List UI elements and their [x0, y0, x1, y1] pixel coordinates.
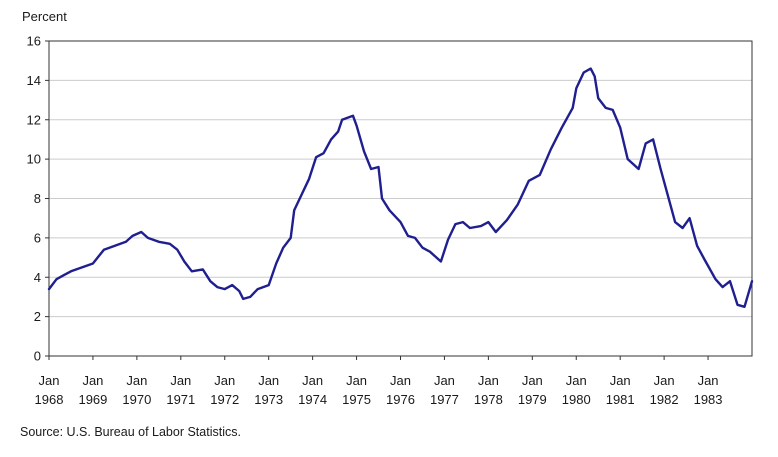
x-tick-label-month: Jan	[654, 373, 675, 388]
series-line	[47, 67, 754, 308]
x-tick-label-month: Jan	[566, 373, 587, 388]
x-tick-label-month: Jan	[390, 373, 411, 388]
x-tick-label-year: 1973	[254, 392, 283, 407]
source-note: Source: U.S. Bureau of Labor Statistics.	[20, 425, 241, 439]
x-tick-label-month: Jan	[302, 373, 323, 388]
x-tick-label-month: Jan	[170, 373, 191, 388]
x-tick-label-month: Jan	[346, 373, 367, 388]
y-tick-label: 16	[27, 34, 41, 49]
x-tick-label-month: Jan	[434, 373, 455, 388]
x-tick-label-year: 1974	[298, 392, 327, 407]
x-tick-label-month: Jan	[522, 373, 543, 388]
x-tick-label-month: Jan	[126, 373, 147, 388]
x-tick-label-year: 1976	[386, 392, 415, 407]
y-axis-label: Percent	[22, 9, 67, 24]
y-tick-label: 2	[34, 309, 41, 324]
x-tick-label-year: 1983	[694, 392, 723, 407]
x-tick-label-year: 1977	[430, 392, 459, 407]
x-tick-label-year: 1980	[562, 392, 591, 407]
y-tick-label: 10	[27, 152, 41, 167]
y-tick-label: 8	[34, 191, 41, 206]
y-tick-label: 14	[27, 73, 41, 88]
x-tick-label-year: 1972	[210, 392, 239, 407]
x-tick-label-month: Jan	[698, 373, 719, 388]
y-tick-label: 6	[34, 230, 41, 245]
y-tick-label: 0	[34, 349, 41, 364]
y-tick-label: 4	[34, 270, 41, 285]
x-tick-label-month: Jan	[478, 373, 499, 388]
x-tick-label-month: Jan	[82, 373, 103, 388]
x-tick-label-year: 1968	[35, 392, 64, 407]
x-tick-label-year: 1979	[518, 392, 547, 407]
x-tick-label-year: 1971	[166, 392, 195, 407]
x-tick-label-year: 1978	[474, 392, 503, 407]
x-tick-label-year: 1975	[342, 392, 371, 407]
x-tick-label-year: 1969	[78, 392, 107, 407]
y-tick-label: 12	[27, 112, 41, 127]
x-tick-label-month: Jan	[39, 373, 60, 388]
x-tick-label-year: 1982	[650, 392, 679, 407]
x-tick-label-month: Jan	[214, 373, 235, 388]
x-tick-label-year: 1981	[606, 392, 635, 407]
x-tick-label-month: Jan	[258, 373, 279, 388]
x-tick-label-year: 1970	[122, 392, 151, 407]
x-tick-label-month: Jan	[610, 373, 631, 388]
